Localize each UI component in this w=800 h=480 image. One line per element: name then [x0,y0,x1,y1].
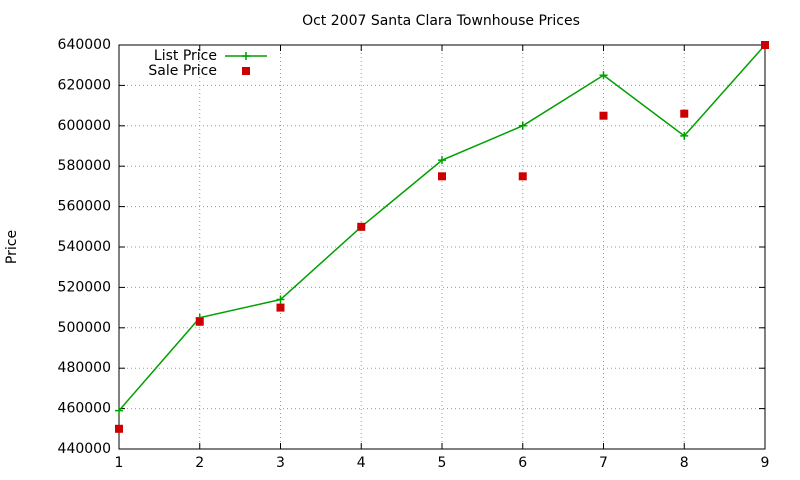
y-axis-label: Price [4,230,20,264]
data-point [680,131,689,140]
plot-border [118,44,766,450]
data-point [518,172,527,181]
y-tick-label: 520000 [58,279,111,295]
y-tick-label: 540000 [58,239,111,255]
y-tick-label: 500000 [58,320,111,336]
y-tick-label: 460000 [58,401,111,417]
x-tick-label: 8 [680,455,689,471]
y-tick-label: 440000 [58,441,111,457]
data-point [357,222,366,231]
y-tick-label: 580000 [58,158,111,174]
chart-title: Oct 2007 Santa Clara Townhouse Prices [302,13,580,29]
y-tick-label: 640000 [58,37,111,53]
data-point [761,41,769,49]
data-point [438,156,446,165]
data-point [276,303,285,312]
data-point [438,172,446,181]
legend-marker [242,52,250,60]
data-point [599,111,608,120]
legend-marker [242,67,250,75]
legend-label: Sale Price [148,63,217,79]
y-tick-label: 480000 [58,360,111,376]
x-tick-label: 5 [438,455,447,471]
y-tick-label: 600000 [58,118,111,134]
x-tick-label: 7 [599,455,608,471]
x-tick-label: 4 [357,455,366,471]
data-point [276,295,285,304]
data-point [195,317,204,326]
x-tick-label: 6 [518,455,527,471]
data-point [680,109,689,118]
x-tick-label: 3 [276,455,285,471]
legend-label: List Price [154,48,217,64]
y-tick-label: 560000 [58,199,111,215]
y-tick-label: 620000 [58,77,111,93]
series-line [118,44,766,412]
data-point [115,424,123,433]
x-tick-label: 9 [761,455,770,471]
x-tick-label: 1 [115,455,124,471]
data-point [599,71,608,80]
data-point [115,406,123,415]
data-point [518,121,527,130]
x-tick-label: 2 [195,455,204,471]
